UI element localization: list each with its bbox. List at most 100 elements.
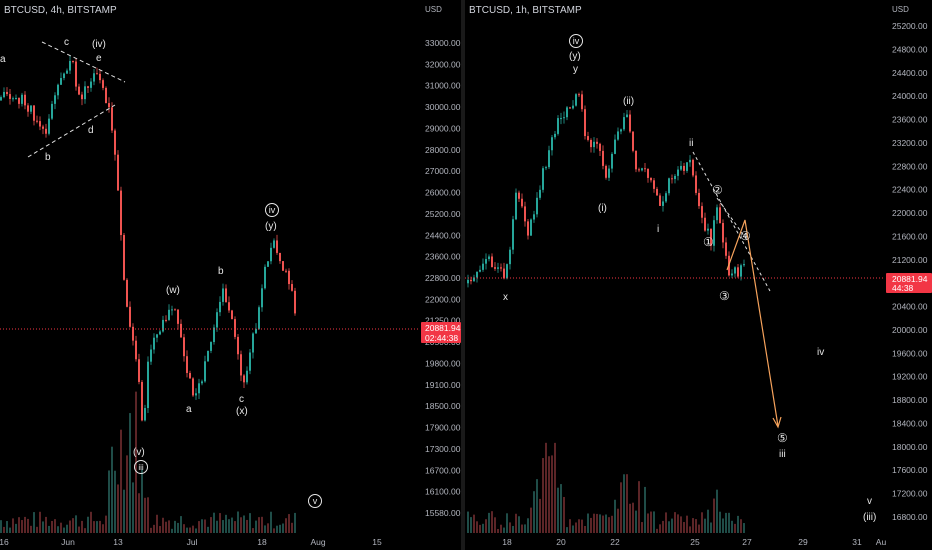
- candle-body: [147, 361, 149, 409]
- left-time-axis[interactable]: 16 Jun 13 Jul 18 Aug 15: [0, 537, 382, 547]
- candle-body: [186, 356, 188, 373]
- left-chart-canvas[interactable]: a b c (iv) e d (w) b a c (x) iv (y) (v) …: [0, 0, 461, 550]
- candle-body: [168, 309, 170, 320]
- candle-body: [21, 94, 23, 104]
- candle-body: [680, 165, 682, 170]
- candle-body: [243, 375, 245, 383]
- right-symbol-label[interactable]: BTCUSD, 1h, BITSTAMP: [469, 5, 582, 16]
- volume-bar: [108, 470, 110, 533]
- volume-bar: [36, 526, 38, 533]
- candle-body: [261, 288, 263, 308]
- volume-bar: [114, 470, 116, 533]
- wave-label-b-mid: b: [218, 266, 224, 277]
- left-upper-trendline[interactable]: [41, 41, 126, 83]
- volume-bar: [626, 474, 628, 533]
- left-lower-trendline[interactable]: [27, 104, 116, 158]
- candle-body: [42, 126, 44, 129]
- volume-bar: [192, 525, 194, 533]
- candle-body: [731, 273, 733, 276]
- volume-bar: [572, 525, 574, 533]
- candle-body: [515, 192, 517, 220]
- candle-body: [548, 150, 550, 168]
- volume-bar: [713, 498, 715, 533]
- right-candles: [467, 90, 745, 288]
- volume-bar: [0, 520, 2, 533]
- price-tick-label: 23600.00: [892, 115, 928, 125]
- candle-body: [111, 107, 113, 131]
- candle-body: [629, 114, 631, 132]
- volume-bar: [614, 499, 616, 533]
- candle-body: [285, 270, 287, 272]
- right-time-axis[interactable]: 18 20 22 25 27 29 31 Au: [502, 537, 886, 547]
- candle-body: [129, 306, 131, 327]
- candle-body: [24, 94, 26, 106]
- candle-body: [506, 264, 508, 279]
- candle-body: [153, 337, 155, 350]
- candle-body: [36, 120, 38, 122]
- volume-bar: [198, 521, 200, 533]
- candle-body: [668, 178, 670, 194]
- candle-body: [608, 168, 610, 178]
- volume-bar: [168, 520, 170, 533]
- right-chart-canvas[interactable]: iv (y) y (ii) (i) x i ii ② ① ④ ③ ⑤ iii i…: [465, 0, 932, 550]
- price-tick-label: 33000.00: [425, 38, 461, 48]
- price-tick-label: 18000.00: [892, 442, 928, 452]
- candle-body: [288, 270, 290, 285]
- candle-body: [144, 408, 146, 421]
- candle-body: [743, 264, 745, 266]
- volume-bar: [596, 513, 598, 533]
- candle-body: [123, 235, 125, 280]
- right-channel-line-upper[interactable]: [716, 197, 748, 241]
- candle-body: [177, 309, 179, 324]
- candle-body: [740, 265, 742, 277]
- right-price-axis[interactable]: 25200.00 24800.00 24400.00 24000.00 23600.00…: [892, 21, 928, 522]
- volume-bar: [485, 519, 487, 533]
- left-price-axis[interactable]: 33000.00 32000.00 31000.00 30000.00 29000.00…: [425, 38, 461, 518]
- candle-body: [626, 114, 628, 118]
- volume-bar: [632, 502, 634, 533]
- price-tick-label: 17600.00: [892, 465, 928, 475]
- volume-bar: [87, 516, 89, 533]
- volume-bar: [497, 528, 499, 533]
- candle-body: [650, 177, 652, 181]
- volume-bar: [126, 455, 128, 533]
- candle-body: [198, 383, 200, 394]
- r-wave-label-i: i: [657, 224, 659, 235]
- candle-body: [282, 261, 284, 271]
- volume-bar: [683, 522, 685, 533]
- candle-body: [716, 207, 718, 221]
- candle-body: [698, 192, 700, 207]
- volume-bar: [686, 515, 688, 533]
- left-price-tag: [421, 322, 461, 343]
- right-channel-line-lower[interactable]: [692, 151, 771, 292]
- candle-body: [473, 277, 475, 282]
- volume-bar: [554, 442, 556, 533]
- left-v-circle: [308, 494, 322, 508]
- projection-path[interactable]: [726, 219, 779, 427]
- time-tick-label: Aug: [310, 537, 325, 547]
- candle-body: [524, 206, 526, 222]
- volume-bar: [207, 526, 209, 533]
- candle-body: [656, 188, 658, 196]
- left-chart-pane[interactable]: a b c (iv) e d (w) b a c (x) iv (y) (v) …: [0, 0, 461, 550]
- right-chart-pane[interactable]: iv (y) y (ii) (i) x i ii ② ① ④ ③ ⑤ iii i…: [465, 0, 932, 550]
- volume-bar: [48, 525, 50, 533]
- wave-label-c-top: c: [64, 37, 69, 48]
- candle-body: [6, 91, 8, 95]
- candle-body: [671, 178, 673, 180]
- pane-divider[interactable]: [461, 0, 465, 550]
- volume-bar: [647, 513, 649, 533]
- left-symbol-label[interactable]: BTCUSD, 4h, BITSTAMP: [4, 5, 117, 16]
- candle-body: [644, 168, 646, 170]
- volume-bar: [228, 519, 230, 533]
- price-tick-label: 29000.00: [425, 123, 461, 133]
- volume-bar: [539, 498, 541, 533]
- volume-bar: [66, 524, 68, 533]
- volume-bar: [704, 518, 706, 533]
- volume-bar: [216, 520, 218, 533]
- candle-body: [551, 137, 553, 151]
- candle-body: [530, 219, 532, 236]
- candle-body: [635, 150, 637, 170]
- candle-body: [141, 381, 143, 421]
- candle-body: [584, 109, 586, 137]
